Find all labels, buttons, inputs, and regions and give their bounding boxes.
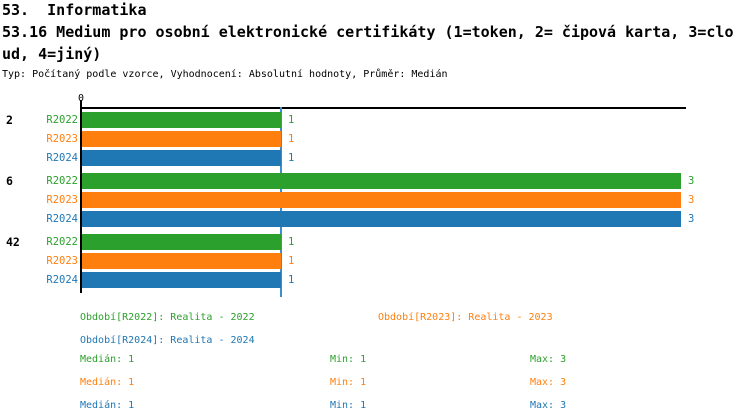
stat-median-r2024: Medián: 1 xyxy=(80,400,135,411)
series-label: R2022 xyxy=(46,114,78,126)
bar xyxy=(82,131,281,147)
series-label: R2023 xyxy=(46,255,78,267)
bar-value-label: 1 xyxy=(288,236,295,248)
bar xyxy=(82,253,281,269)
group-label: 42 xyxy=(6,235,20,249)
x-axis-tick-mark xyxy=(80,100,82,107)
stat-min-r2022: Min: 1 xyxy=(330,354,367,365)
bar xyxy=(82,173,681,189)
stat-min-r2024: Min: 1 xyxy=(330,400,367,411)
series-label: R2023 xyxy=(46,133,78,145)
bar xyxy=(82,234,281,250)
bar-value-label: 1 xyxy=(288,133,295,145)
bar xyxy=(82,112,281,128)
bar-value-label: 1 xyxy=(288,255,295,267)
legend-item-r2024: Období[R2024]: Realita - 2024 xyxy=(80,335,255,346)
series-label: R2023 xyxy=(46,194,78,206)
group-label: 6 xyxy=(6,174,13,188)
bar xyxy=(82,192,681,208)
series-label: R2024 xyxy=(46,213,78,225)
x-axis-line xyxy=(80,107,686,109)
x-axis-tick-label: 0 xyxy=(77,93,85,104)
legend-item-r2022: Období[R2022]: Realita - 2022 xyxy=(80,312,255,323)
chart-subtitle-line2: ud, 4=jiný) xyxy=(2,45,102,63)
series-label: R2022 xyxy=(46,175,78,187)
bar-value-label: 3 xyxy=(688,213,695,225)
bar-value-label: 1 xyxy=(288,274,295,286)
stat-min-r2023: Min: 1 xyxy=(330,377,367,388)
stat-max-r2022: Max: 3 xyxy=(530,354,567,365)
bar xyxy=(82,272,281,288)
legend-item-r2023: Období[R2023]: Realita - 2023 xyxy=(378,312,553,323)
bar xyxy=(82,211,681,227)
series-label: R2024 xyxy=(46,152,78,164)
bar-value-label: 1 xyxy=(288,152,295,164)
stat-median-r2023: Medián: 1 xyxy=(80,377,135,388)
series-label: R2024 xyxy=(46,274,78,286)
group-label: 2 xyxy=(6,113,13,127)
bar-value-label: 3 xyxy=(688,175,695,187)
y-axis-line xyxy=(80,107,82,293)
stat-median-r2022: Medián: 1 xyxy=(80,354,135,365)
bar xyxy=(82,150,281,166)
stat-max-r2023: Max: 3 xyxy=(530,377,567,388)
chart-subtitle-line1: 53.16 Medium pro osobní elektronické cer… xyxy=(2,23,734,41)
chart-meta: Typ: Počítaný podle vzorce, Vyhodnocení:… xyxy=(2,69,448,80)
bar-value-label: 1 xyxy=(288,114,295,126)
stat-max-r2024: Max: 3 xyxy=(530,400,567,411)
bar-value-label: 3 xyxy=(688,194,695,206)
page-title: 53. Informatika xyxy=(2,1,147,19)
series-label: R2022 xyxy=(46,236,78,248)
